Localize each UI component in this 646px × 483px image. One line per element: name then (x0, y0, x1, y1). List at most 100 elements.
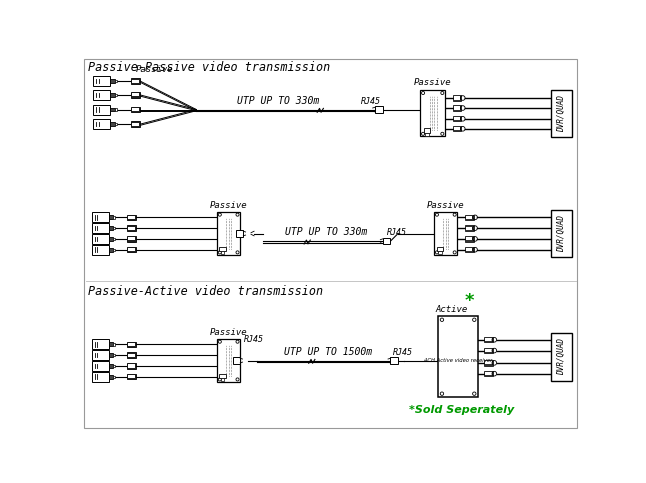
Bar (466, 216, 472, 219)
Text: UTP UP TO 1500m: UTP UP TO 1500m (284, 347, 371, 357)
Bar (109, 226, 113, 230)
Text: RJ45: RJ45 (393, 348, 413, 357)
Bar (465, 236, 474, 242)
Bar (484, 360, 493, 366)
Bar (93, 104, 110, 114)
Bar (110, 79, 115, 83)
Text: Passive-Active video transmission: Passive-Active video transmission (88, 285, 323, 298)
Bar (132, 93, 139, 97)
Text: UTP UP TO 330m: UTP UP TO 330m (286, 227, 368, 237)
Bar (438, 251, 442, 255)
Bar (466, 237, 472, 241)
Bar (453, 116, 461, 122)
Bar (128, 216, 135, 219)
Bar (113, 343, 116, 345)
Bar (465, 247, 474, 253)
Bar (127, 214, 136, 220)
Bar (233, 357, 240, 364)
Bar (131, 107, 140, 112)
Bar (485, 338, 492, 341)
Bar (110, 122, 115, 126)
Bar (453, 126, 461, 131)
Bar (113, 249, 116, 251)
Bar (375, 106, 382, 113)
Bar (92, 340, 109, 349)
Bar (421, 90, 445, 137)
Bar (109, 215, 113, 219)
Bar (113, 238, 116, 240)
Bar (131, 92, 140, 98)
Bar (454, 106, 460, 110)
Bar (550, 333, 572, 381)
Bar (109, 248, 113, 252)
Bar (128, 248, 135, 251)
Bar (113, 376, 116, 378)
Bar (485, 349, 492, 352)
Bar (110, 108, 115, 112)
Bar (109, 237, 113, 241)
Bar (127, 363, 136, 369)
Text: Passive: Passive (427, 200, 464, 210)
Bar (127, 247, 136, 253)
Text: Passive: Passive (210, 327, 247, 337)
Bar (453, 105, 461, 111)
Bar (115, 123, 117, 125)
Bar (485, 372, 492, 375)
Text: Passive: Passive (210, 200, 247, 210)
Text: Passive: Passive (414, 78, 452, 87)
Bar (131, 122, 140, 127)
Bar (466, 227, 472, 230)
Bar (115, 108, 117, 111)
Bar (113, 216, 116, 218)
Bar (132, 123, 139, 126)
Bar (92, 245, 109, 255)
Bar (109, 342, 113, 346)
Bar (128, 375, 135, 378)
Bar (484, 371, 493, 376)
Text: RJ45: RJ45 (361, 97, 381, 106)
Bar (220, 374, 225, 378)
Bar (113, 354, 116, 356)
Bar (128, 227, 135, 230)
Bar (132, 108, 139, 111)
Bar (113, 365, 116, 367)
Bar (454, 117, 460, 120)
Bar (438, 316, 478, 397)
Text: RJ45: RJ45 (386, 228, 406, 237)
Bar (220, 378, 224, 382)
Bar (465, 214, 474, 220)
Bar (109, 375, 113, 379)
Bar (382, 238, 390, 244)
Bar (132, 80, 139, 83)
Bar (128, 354, 135, 357)
Text: DVR/QUAD: DVR/QUAD (557, 215, 566, 252)
Bar (484, 348, 493, 353)
Bar (113, 227, 116, 229)
Bar (92, 223, 109, 233)
Text: RJ45: RJ45 (244, 335, 264, 343)
Bar (465, 226, 474, 231)
Bar (92, 213, 109, 222)
Bar (127, 353, 136, 358)
Bar (127, 341, 136, 347)
Bar (109, 364, 113, 368)
Text: Passive: Passive (136, 65, 174, 74)
Bar (550, 210, 572, 257)
Text: Passive-Passive video transmission: Passive-Passive video transmission (88, 61, 330, 74)
Bar (131, 78, 140, 84)
Bar (454, 97, 460, 99)
Bar (115, 80, 117, 82)
Text: *: * (465, 292, 474, 310)
Bar (127, 374, 136, 380)
Bar (92, 350, 109, 360)
Bar (110, 93, 115, 97)
Bar (127, 226, 136, 231)
Text: 4CH Active video receiver: 4CH Active video receiver (424, 358, 492, 363)
Bar (434, 212, 457, 255)
Bar (93, 90, 110, 100)
Text: UTP UP TO 330m: UTP UP TO 330m (237, 96, 319, 106)
Bar (550, 89, 572, 137)
Bar (453, 95, 461, 100)
Bar (128, 364, 135, 368)
Bar (220, 251, 224, 255)
